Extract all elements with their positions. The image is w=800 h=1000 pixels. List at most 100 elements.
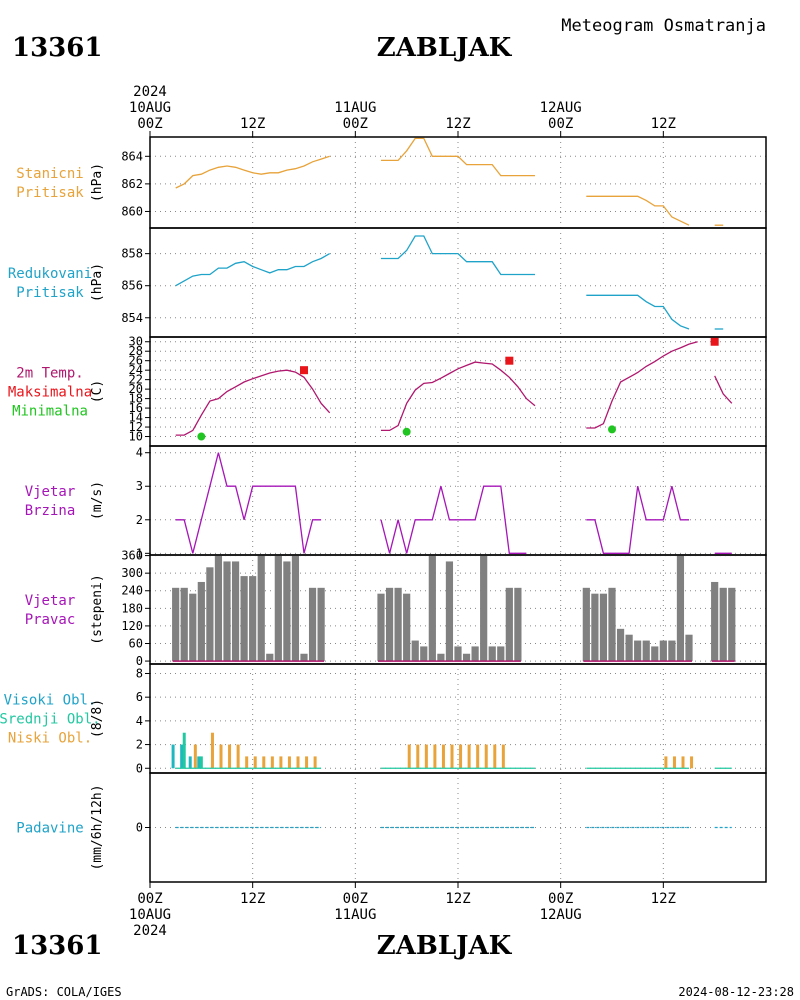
bar-mark [249, 576, 257, 662]
time-tick-label: 00Z [137, 891, 162, 907]
time-tick-label: 10AUG [129, 907, 171, 923]
bar-mark [471, 646, 479, 662]
bar-mark [634, 640, 642, 662]
bar-mark [188, 756, 192, 769]
bar-mark [416, 744, 420, 769]
y-tick-label: 16 [129, 401, 143, 415]
y-tick-label: 26 [129, 354, 143, 368]
y-tick-label: 120 [121, 619, 143, 633]
bar-mark [313, 756, 317, 769]
bar-mark [728, 587, 736, 662]
y-tick-label: 862 [121, 177, 143, 191]
unit-label: (C) [90, 380, 105, 403]
series-line [175, 369, 331, 436]
bar-mark [642, 640, 650, 662]
bar-mark [180, 587, 188, 662]
bar-mark [450, 744, 454, 769]
bar-mark [505, 587, 513, 662]
min-temp-marker [608, 425, 616, 434]
time-tick-label: 2024 [133, 84, 167, 100]
bar-mark [672, 756, 676, 769]
y-tick-label: 20 [129, 382, 143, 396]
bar-mark [493, 744, 497, 769]
y-tick-label: 360 [121, 549, 143, 563]
bar-mark [690, 756, 694, 769]
panel-precipitation: 0 Padavine (mm/6h/12h) [16, 772, 767, 883]
time-tick-label: 12Z [240, 891, 265, 907]
bar-mark [403, 593, 411, 662]
bar-mark [296, 756, 300, 769]
bar-mark [484, 744, 488, 769]
series-line [586, 341, 698, 429]
panel-label: Stanicni [16, 166, 83, 182]
bar-mark [206, 567, 214, 662]
unit-label: (hPa) [90, 163, 105, 202]
timestamp-text: 2024-08-12-23:28 [678, 985, 794, 999]
bar-mark [279, 756, 283, 769]
bar-mark [651, 646, 659, 662]
bar-mark [497, 646, 505, 662]
y-tick-label: 28 [129, 344, 143, 358]
bar-mark [428, 555, 436, 662]
series-line [381, 137, 535, 177]
panel-label: Pravac [25, 612, 76, 628]
station-name-top: ZABLJAK [377, 33, 513, 63]
series-line [175, 452, 322, 554]
bar-mark [514, 587, 522, 662]
time-tick-label: 12Z [240, 116, 265, 132]
bar-mark [394, 587, 402, 662]
time-tick-label: 00Z [343, 116, 368, 132]
bar-mark [433, 744, 437, 769]
bar-mark [591, 593, 599, 662]
bar-mark [228, 744, 232, 769]
max-temp-marker [505, 356, 514, 365]
panel-label: Vjetar [25, 484, 76, 500]
series-line [380, 485, 527, 554]
panel-label: Redukovani [8, 266, 92, 282]
bar-mark [582, 587, 590, 662]
bar-mark [501, 744, 505, 769]
credit-text: GrADS: COLA/IGES [6, 985, 122, 999]
y-tick-label: 24 [129, 363, 143, 377]
max-temp-marker [710, 337, 719, 346]
time-tick-label: 10AUG [129, 100, 171, 116]
product-title: Meteogram Osmatranja [561, 16, 766, 36]
series-line [381, 361, 536, 432]
panel-label: Niski Obl. [8, 731, 92, 747]
bar-mark [287, 756, 291, 769]
y-tick-label: 2 [136, 513, 143, 527]
bar-mark [240, 576, 248, 662]
time-tick-label: 12AUG [540, 907, 582, 923]
bar-mark [625, 634, 633, 662]
bar-mark [445, 561, 454, 662]
y-tick-label: 300 [121, 566, 143, 580]
y-tick-label: 14 [129, 411, 143, 425]
y-tick-label: 858 [121, 247, 143, 261]
bar-mark [223, 561, 231, 662]
bar-mark [210, 732, 214, 769]
series-line [175, 253, 331, 287]
bar-mark [480, 555, 488, 662]
time-tick-label: 00Z [548, 891, 573, 907]
series-line [175, 155, 330, 189]
bar-mark [462, 653, 471, 662]
y-tick-label: 30 [129, 335, 143, 349]
bar-mark [219, 744, 223, 769]
bar-mark [193, 744, 197, 769]
bar-mark [407, 744, 411, 769]
panel-label: Minimalna [12, 404, 88, 420]
station-name-bottom: ZABLJAK [377, 931, 513, 961]
bar-mark [424, 744, 428, 769]
bar-mark [266, 653, 274, 662]
series-line [586, 294, 690, 330]
panel-station-pressure: 860 862 864 Stanicni Pritisak (hPa) [16, 136, 767, 229]
min-temp-marker [197, 432, 206, 441]
y-tick-label: 22 [129, 373, 143, 387]
y-tick-label: 0 [136, 761, 143, 775]
bar-mark [172, 587, 180, 662]
bar-mark [719, 587, 727, 662]
time-tick-label: 00Z [137, 116, 162, 132]
time-tick-label: 11AUG [334, 100, 376, 116]
panel-label: Maksimalna [8, 385, 92, 401]
bar-mark [681, 756, 685, 769]
